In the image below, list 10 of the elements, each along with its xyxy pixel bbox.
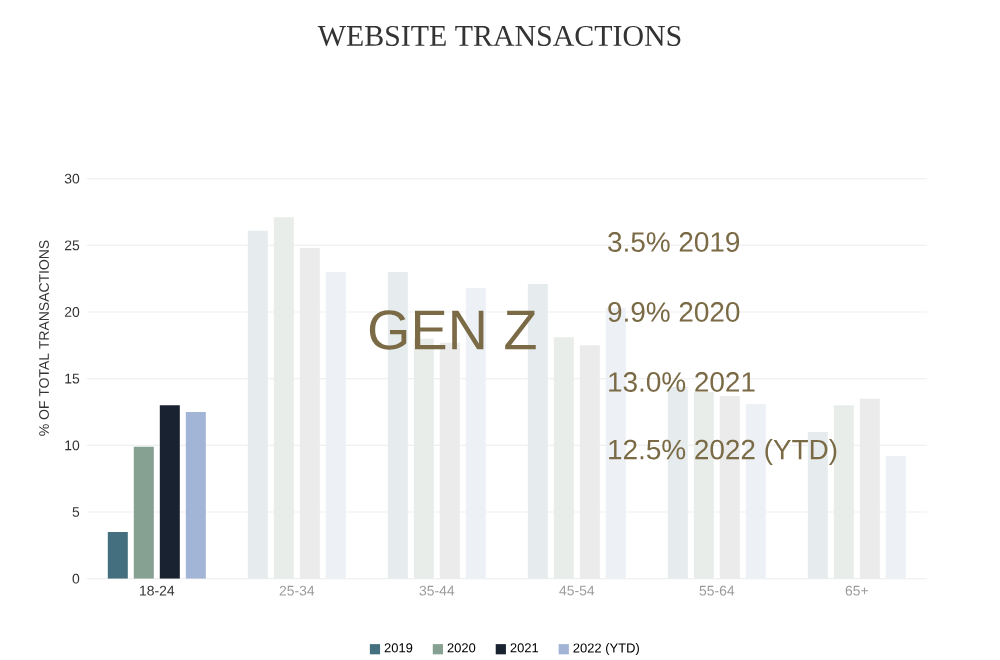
annotation: 9.9% 2020 (608, 302, 740, 322)
annotation: GEN Z (369, 310, 536, 350)
chart-title: WEBSITE TRANSACTIONS (317, 25, 681, 47)
annotation: 12.5% 2022 (YTD) (609, 439, 837, 465)
annotation: 13.0% 2021 (609, 372, 755, 392)
bar (133, 446, 154, 579)
bar (159, 405, 180, 579)
bar (107, 532, 128, 579)
bar (185, 412, 206, 579)
annotation: 3.5% 2019 (608, 232, 740, 252)
